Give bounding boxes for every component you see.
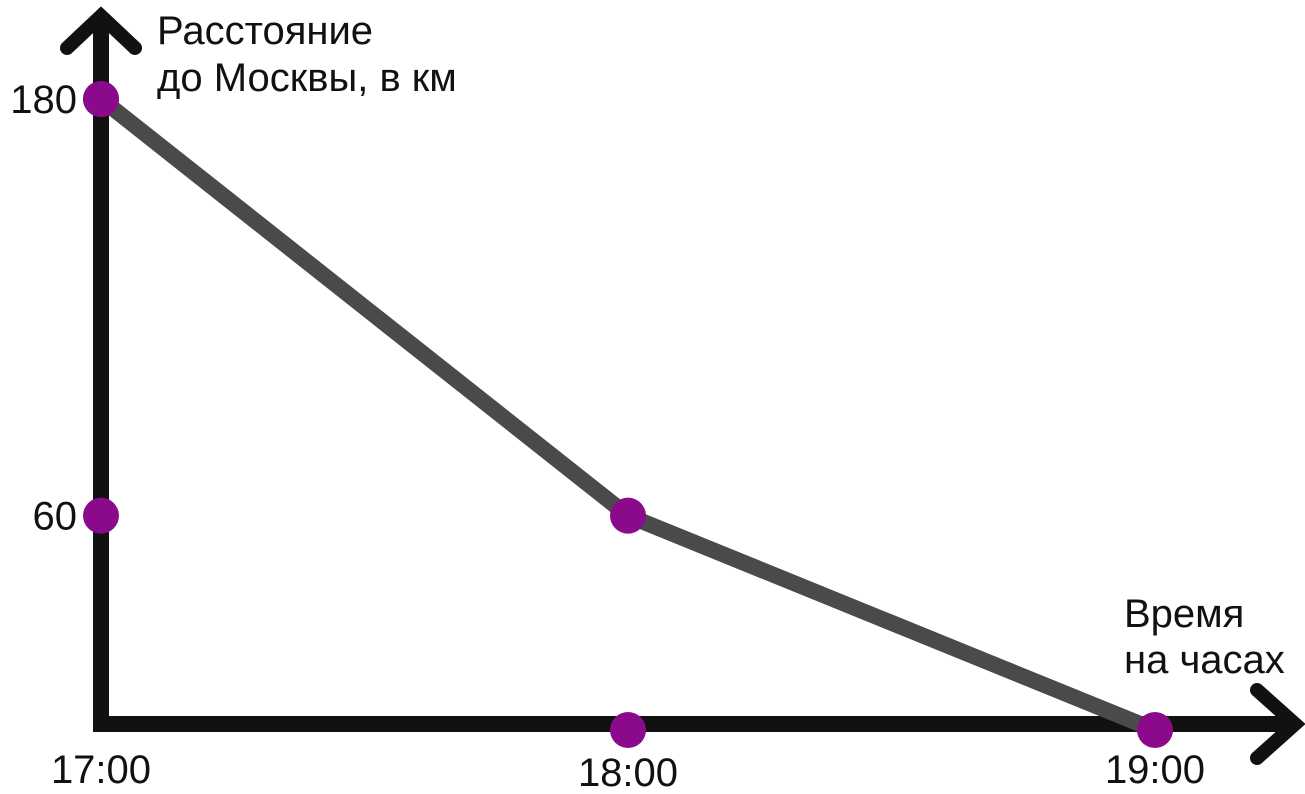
y-tick-marker-60	[83, 497, 119, 534]
x-tick-label-18-00: 18:00	[578, 751, 678, 794]
y-tick-label-60: 60	[33, 495, 78, 539]
series-point-19-00	[1137, 712, 1173, 748]
markers	[83, 81, 1173, 748]
y-tick-marker-180	[83, 81, 119, 117]
x-tick-labels: 17:00 18:00 19:00	[51, 748, 1205, 794]
x-axis-arrow	[1250, 683, 1305, 765]
series-lines	[93, 91, 1163, 738]
x-tick-marker-18-00	[610, 712, 646, 748]
x-tick-label-17-00: 17:00	[51, 748, 151, 792]
series-line-0	[93, 91, 1163, 738]
x-axis-label: Время на часах	[1124, 592, 1285, 682]
x-axis-label-line-1: Время	[1124, 592, 1244, 636]
y-axis-arrow	[60, 6, 142, 55]
x-axis-label-line-2: на часах	[1124, 638, 1285, 682]
y-axis-label: Расстояние до Москвы, в км	[157, 9, 457, 100]
y-tick-label-180: 180	[10, 78, 77, 122]
y-tick-labels: 180 60	[10, 78, 77, 539]
axes	[60, 6, 1305, 765]
y-axis-label-line-1: Расстояние	[157, 9, 373, 53]
series-point-18-00	[610, 497, 646, 534]
y-axis-label-line-2: до Москвы, в км	[157, 56, 457, 100]
x-tick-label-19-00: 19:00	[1105, 748, 1205, 792]
